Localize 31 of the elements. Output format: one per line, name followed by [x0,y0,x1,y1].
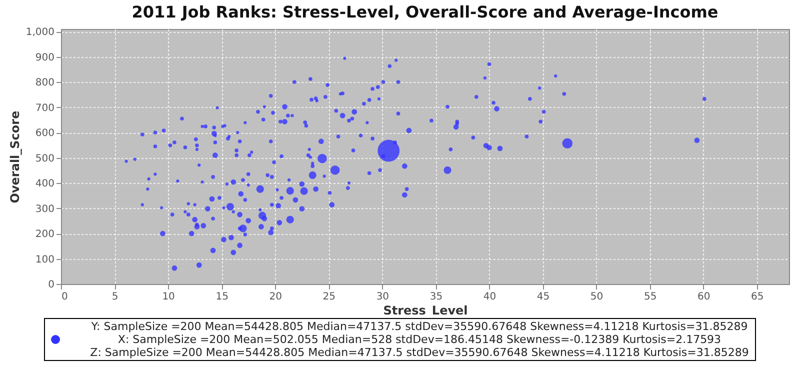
chart-title: 2011 Job Ranks: Stress-Level, Overall-Score and Average-Income [132,2,718,22]
x-axis-title: Stress_Level [383,304,468,318]
x-tick-label: 55 [644,292,657,302]
x-tick-label: 30 [376,292,390,302]
y-tick-label: 100 [35,254,54,266]
y-tick-label: 700 [35,102,54,114]
y-axis-title: Overall_Score [8,110,22,204]
y-tick-label: 600 [35,128,54,140]
y-tick-label: 1,000 [26,27,54,38]
x-tick-label: 40 [483,292,496,302]
text: X: SampleSize =200 Mean=502.055 Median=528 stdDev=186.45148 Skewness=-0.12389 Kurtosis=2.17593 [116,333,722,346]
y-tick-label: 900 [35,52,54,64]
x-tick-label: 0 [62,292,68,302]
x-tick-label: 50 [590,292,604,302]
x-tick-label: 5 [112,292,118,302]
x-tick-label: 45 [536,292,550,302]
x-tick-label: 10 [162,292,175,302]
y-tick-label: 0 [48,280,54,290]
y-tick-label: 500 [35,153,54,164]
text: Y: SampleSize =200 Mean=54428.805 Median=47137.5 stdDev=35590.67648 Skewness=4.11218 Kurtosis=31.85289 [90,320,749,333]
y-tick-label: 800 [35,78,54,89]
x-tick-label: 60 [697,292,710,302]
x-tick-label: 25 [322,292,336,302]
x-tick-label: 35 [430,292,443,302]
text: Z: SampleSize =200 Mean=54428.805 Median=47137.5 stdDev=35590.67648 Skewness=4.11218 Kurtosis=31.85289 [90,346,749,359]
x-tick-label: 15 [216,292,228,302]
y-tick-label: 300 [35,204,54,215]
y-tick-label: 400 [35,178,54,190]
x-tick-label: 20 [269,292,282,302]
y-tick-label: 200 [35,229,54,240]
x-tick-label: 65 [751,292,764,302]
